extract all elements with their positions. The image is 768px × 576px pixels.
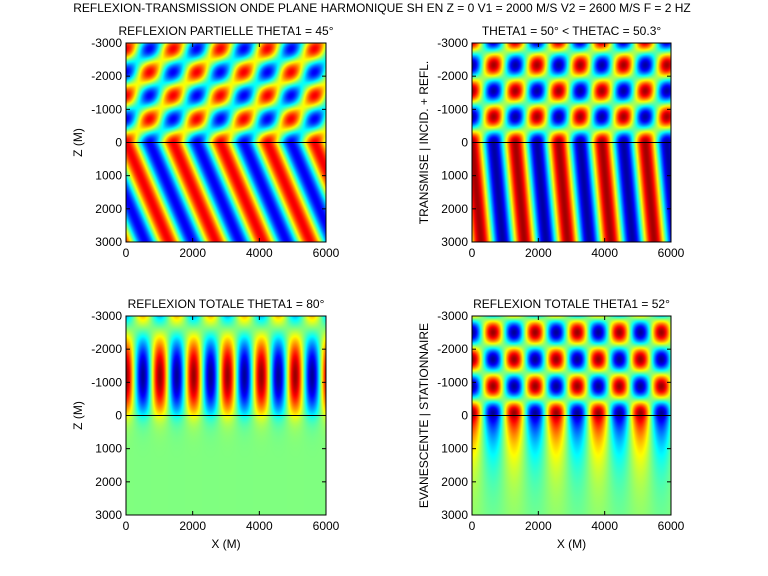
y-axis-label: EVANESCENTE | STATIONNAIRE <box>417 323 431 508</box>
y-tick-label: 0 <box>115 136 122 150</box>
x-axis-label: X (M) <box>557 537 586 551</box>
y-tick-label: 1000 <box>95 169 122 183</box>
subplot-3: REFLEXION TOTALE THETA1 = 80° -3000 -2000 -… <box>71 297 340 551</box>
x-tick-label: 2000 <box>179 246 206 260</box>
y-tick-label: -1000 <box>91 375 122 389</box>
x-tick-label: 0 <box>469 519 476 533</box>
y-tick-label: 3000 <box>95 508 122 522</box>
y-axis-label: Z (M) <box>71 401 85 430</box>
y-tick-label: 1000 <box>95 442 122 456</box>
x-tick-label: 2000 <box>179 519 206 533</box>
y-tick-label: 2000 <box>95 475 122 489</box>
y-tick-label: -1000 <box>91 102 122 116</box>
y-tick-label: 0 <box>461 409 468 423</box>
y-axis-label: TRANSMISE | INCID. + REFL. <box>417 61 431 224</box>
subplot-2: THETA1 = 50° < THETAC = 50.3° -3000 -2000 -… <box>417 24 685 260</box>
x-tick-label: 6000 <box>313 246 340 260</box>
x-tick-label: 0 <box>123 246 130 260</box>
y-tick-label: 3000 <box>441 508 468 522</box>
x-tick-label: 6000 <box>313 519 340 533</box>
x-tick-label: 4000 <box>591 246 618 260</box>
y-tick-label: 0 <box>115 409 122 423</box>
y-tick-label: -3000 <box>91 309 122 323</box>
x-axis-label: X (M) <box>211 537 240 551</box>
y-tick-label: -2000 <box>437 342 468 356</box>
x-tick-label: 6000 <box>658 519 685 533</box>
x-tick-label: 2000 <box>525 519 552 533</box>
y-tick-label: 2000 <box>441 475 468 489</box>
subplot-title: REFLEXION TOTALE THETA1 = 80° <box>128 297 325 311</box>
y-tick-label: -1000 <box>437 102 468 116</box>
y-tick-label: 2000 <box>95 202 122 216</box>
y-tick-label: -2000 <box>437 69 468 83</box>
y-tick-label: 3000 <box>95 235 122 249</box>
y-tick-label: -1000 <box>437 375 468 389</box>
y-tick-label: 0 <box>461 136 468 150</box>
y-tick-label: -2000 <box>91 69 122 83</box>
subplot-title: REFLEXION TOTALE THETA1 = 52° <box>473 297 670 311</box>
y-tick-label: -3000 <box>437 36 468 50</box>
y-tick-label: 3000 <box>441 235 468 249</box>
subplot-grid: REFLEXION PARTIELLE THETA1 = 45°-3000-20… <box>71 24 685 551</box>
subplot-4: REFLEXION TOTALE THETA1 = 52° -3000 -2000 -… <box>417 297 685 551</box>
y-tick-label: -2000 <box>91 342 122 356</box>
x-tick-label: 2000 <box>525 246 552 260</box>
x-tick-label: 6000 <box>658 246 685 260</box>
y-axis-label: Z (M) <box>71 128 85 157</box>
subplot-1: REFLEXION PARTIELLE THETA1 = 45°-3000 -20… <box>71 24 340 260</box>
y-tick-label: 2000 <box>441 202 468 216</box>
x-tick-label: 0 <box>469 246 476 260</box>
subplot-title: REFLEXION PARTIELLE THETA1 = 45° <box>119 24 334 38</box>
x-tick-label: 4000 <box>591 519 618 533</box>
subplot-title: THETA1 = 50° < THETAC = 50.3° <box>482 24 662 38</box>
x-tick-label: 4000 <box>246 519 273 533</box>
x-tick-label: 4000 <box>246 246 273 260</box>
y-tick-label: -3000 <box>437 309 468 323</box>
figure-title: REFLEXION-TRANSMISSION ONDE PLANE HARMON… <box>73 1 691 15</box>
y-tick-label: -3000 <box>91 36 122 50</box>
y-tick-label: 1000 <box>441 169 468 183</box>
x-tick-label: 0 <box>123 519 130 533</box>
y-tick-label: 1000 <box>441 442 468 456</box>
